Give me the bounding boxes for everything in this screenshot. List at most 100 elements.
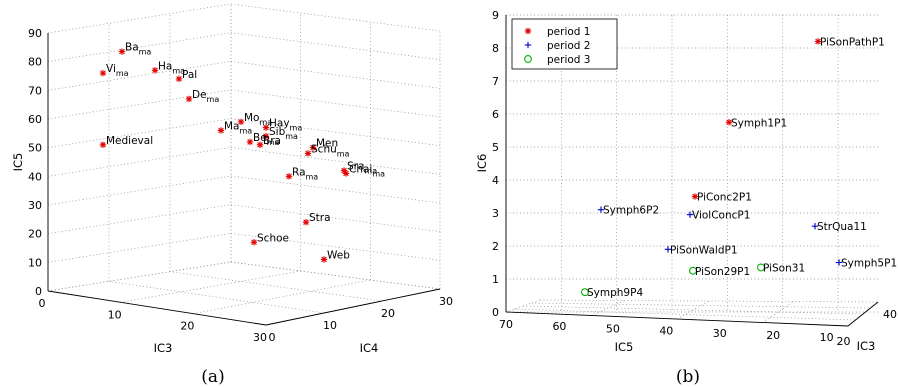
point-18-d2	[251, 239, 257, 246]
point-11-d2	[257, 142, 263, 148]
point-label-sub-15: ma	[364, 167, 377, 176]
z-tick-label: 10	[28, 256, 42, 269]
point-label-14: Rama	[292, 166, 318, 181]
grid-floor-b-2	[169, 271, 383, 302]
z-tick-label: 9	[492, 9, 499, 22]
point-2-10	[581, 288, 589, 297]
grid-z-left-4	[47, 146, 232, 177]
x-tick-label: 20	[766, 329, 780, 342]
grid-z-right-2	[230, 204, 441, 233]
point-19-d2	[321, 256, 327, 263]
point-6	[237, 118, 245, 126]
point-label-sub-0: ma	[139, 48, 152, 57]
y-tick-label: 30	[439, 295, 453, 308]
z-tick-label: 50	[28, 142, 42, 155]
point-label-16: Chaima	[349, 163, 385, 178]
point-7	[262, 124, 270, 131]
y-axis	[847, 301, 879, 327]
point-label-sub-10: ma	[267, 138, 280, 147]
grid-z-right-4	[230, 146, 441, 175]
point-label-sub-8: ma	[240, 126, 253, 135]
y-tick-label: 0	[269, 331, 276, 344]
point-4-d2	[186, 96, 192, 102]
x-tick-label: 10	[820, 331, 834, 344]
grid-z-left-3	[47, 175, 232, 206]
point-label-8: PiSon29P1	[695, 266, 750, 278]
legend-marker-2-shape	[524, 55, 532, 63]
point-1-6	[664, 246, 672, 253]
legend-marker-2	[524, 55, 532, 63]
point-label-sub-13: ma	[337, 149, 350, 158]
z-tick-label: 1	[492, 273, 499, 286]
point-label-18: Schoe	[257, 232, 289, 244]
point-16	[342, 170, 350, 177]
grid-z-left-1	[47, 232, 232, 263]
point-label-sub-6: ma	[259, 118, 272, 127]
point-label-5: Medieval	[106, 135, 153, 147]
legend-box	[511, 18, 618, 70]
point-label-sub-9: ma	[285, 132, 298, 141]
x-tick-label: 40	[659, 325, 673, 338]
grid-floor-a-2	[676, 300, 710, 320]
point-17-d2	[303, 219, 309, 225]
point-3	[175, 75, 183, 83]
z-axis-label: IC5	[11, 153, 25, 172]
x-axis-label: IC5	[615, 340, 634, 354]
point-13	[304, 150, 312, 157]
point-0-2-d2	[692, 193, 698, 200]
point-0-d2	[119, 48, 125, 55]
z-tick-label: 30	[28, 199, 42, 212]
point-label-1: Vima	[106, 63, 129, 78]
legend-marker-0	[524, 27, 532, 35]
z-tick-label: 20	[28, 228, 42, 241]
point-0-0-d2	[815, 38, 821, 45]
point-label-9: PiSon31	[763, 262, 805, 274]
point-label-0: Bama	[125, 42, 151, 57]
y-tick-label: 10	[323, 319, 337, 332]
grid-z-right-9	[230, 3, 441, 32]
z-tick-label: 3	[492, 207, 499, 220]
grid-floor-a-1	[120, 270, 301, 303]
point-label-5: StrQua11	[817, 221, 867, 233]
point-11	[256, 141, 264, 148]
x-axis	[505, 311, 849, 327]
point-2-9-shape	[757, 263, 765, 272]
point-label-4: ViolConcP1	[692, 210, 750, 222]
point-2-10-shape	[581, 288, 589, 297]
z-tick-label: 80	[28, 56, 42, 69]
x-tick-label: 30	[253, 331, 267, 344]
grid-z-right-6	[230, 89, 441, 118]
point-5	[99, 141, 107, 148]
point-6-d2	[238, 119, 244, 125]
x-tick-label: 0	[39, 297, 46, 310]
y-tick-label: 20	[837, 335, 851, 348]
point-label-12: Men	[316, 138, 338, 150]
point-label-13: Schuma	[311, 143, 350, 158]
point-13-d2	[305, 150, 311, 157]
point-label-sub-1: ma	[116, 69, 129, 78]
point-16-d2	[343, 170, 349, 177]
point-0-1-d2	[726, 119, 732, 126]
grid-floor-b-3	[531, 302, 871, 309]
point-3-d2	[176, 76, 182, 82]
point-label-0: PiSonPathP1	[820, 36, 885, 48]
grid-floor-a-3	[762, 301, 794, 323]
z-tick-label: 60	[28, 113, 42, 126]
point-label-sub-4: ma	[207, 95, 220, 104]
x-tick-label: 50	[606, 322, 620, 335]
z-tick-label: 0	[492, 306, 499, 319]
point-14-d2	[286, 173, 292, 180]
point-8	[217, 127, 225, 134]
z-tick-label: 40	[28, 170, 42, 183]
y-tick-label: 40	[883, 308, 897, 321]
point-label-sub-14: ma	[306, 172, 319, 181]
grid-z-left-9	[47, 3, 232, 34]
z-tick-label: 2	[492, 240, 499, 253]
grid-floor-b-1	[108, 280, 325, 314]
grid-z-left-7	[47, 60, 232, 91]
point-label-10: Symph9P4	[587, 287, 643, 299]
point-label-2: PiConc2P1	[697, 192, 752, 204]
x-axis-label: IC3	[154, 341, 173, 355]
